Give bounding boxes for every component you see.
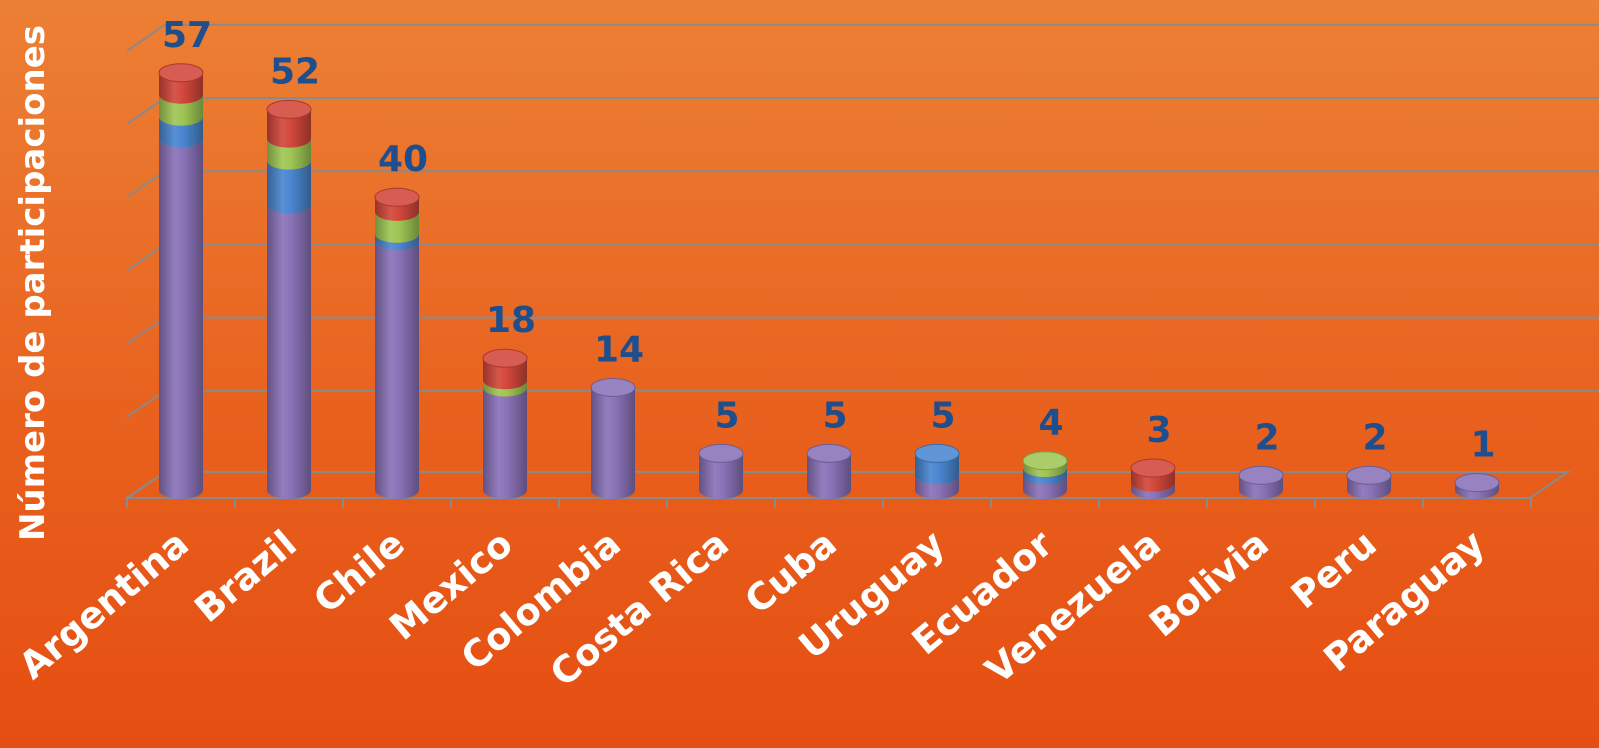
- bar-cap: [158, 63, 204, 83]
- bar-segment: [483, 387, 527, 499]
- bar-costa-rica: [698, 443, 744, 499]
- bar-cap: [590, 378, 636, 398]
- bar-cap: [1454, 473, 1500, 493]
- bar-argentina: [158, 63, 204, 499]
- data-label: 18: [486, 300, 536, 341]
- bar-peru: [1346, 465, 1392, 499]
- bar-segment: [1023, 475, 1067, 499]
- floor-edge: [126, 471, 166, 499]
- data-label: 14: [594, 330, 644, 371]
- bar-ecuador: [1022, 451, 1068, 499]
- data-label: 3: [1146, 410, 1171, 451]
- bar-bolivia: [1238, 465, 1284, 499]
- bar-brazil: [266, 99, 312, 499]
- bar-segment: [267, 204, 311, 499]
- bar-segment: [1239, 475, 1283, 499]
- gridlines: [126, 23, 1599, 418]
- bar-cap: [1238, 465, 1284, 485]
- bar-cap: [914, 443, 960, 463]
- data-label: 5: [822, 395, 847, 436]
- bar-segment: [267, 160, 311, 214]
- bar-cap: [698, 443, 744, 463]
- bar-uruguay: [914, 443, 960, 499]
- gridline-depth: [126, 23, 166, 52]
- bar-segment: [375, 211, 419, 243]
- bar-cap: [266, 99, 312, 119]
- y-axis-label: Número de participaciones: [13, 25, 53, 541]
- data-label: 5: [714, 395, 739, 436]
- bar-segment: [375, 241, 419, 499]
- gridline-depth: [126, 243, 166, 272]
- bar-segment: [267, 109, 311, 148]
- bar-segment: [159, 116, 203, 148]
- bar-segment: [699, 453, 743, 499]
- bar-mexico: [482, 348, 528, 499]
- bar-cap: [806, 443, 852, 463]
- bar-segment: [1131, 468, 1175, 492]
- bar-segment: [159, 138, 203, 499]
- gridline-depth: [126, 389, 166, 418]
- bars: [158, 63, 1500, 499]
- bar-segment: [159, 72, 203, 104]
- data-label: 2: [1254, 417, 1279, 458]
- gridline-depth: [126, 97, 166, 125]
- bar-cap: [1130, 458, 1176, 478]
- gridline-depth: [126, 170, 166, 199]
- category-label: Bolivia: [1141, 522, 1276, 645]
- bar-segment: [591, 387, 635, 499]
- bar-segment: [375, 197, 419, 221]
- gridline-depth: [126, 316, 166, 345]
- bar-segment: [375, 233, 419, 251]
- data-label: 1: [1470, 425, 1495, 466]
- category-label: Argentina: [11, 522, 197, 688]
- bar-paraguay: [1454, 473, 1500, 499]
- data-label: 4: [1038, 403, 1063, 444]
- bar-segment: [1131, 482, 1175, 499]
- bar-cuba: [806, 443, 852, 499]
- bar-segment: [483, 358, 527, 390]
- bar-segment: [159, 94, 203, 126]
- bar-chile: [374, 187, 420, 499]
- bar-segment: [1023, 460, 1067, 478]
- bar-cap: [374, 187, 420, 207]
- data-label: 2: [1362, 417, 1387, 458]
- bar-segment: [1347, 475, 1391, 499]
- data-labels: 57 52 40 18 14 5 5 5 4 3 2 2 1: [162, 15, 1496, 466]
- data-label: 57: [162, 15, 212, 56]
- bar-cap: [482, 348, 528, 368]
- bar-venezuela: [1130, 458, 1176, 499]
- bar-colombia: [590, 378, 636, 499]
- bar-cap: [1022, 451, 1068, 471]
- bar-segment: [1455, 482, 1500, 499]
- data-label: 52: [270, 51, 320, 92]
- bar-segment: [267, 138, 311, 170]
- bar-segment: [483, 380, 527, 397]
- data-label: 5: [930, 395, 955, 436]
- bar-segment: [807, 453, 851, 499]
- bar-segment: [915, 453, 959, 485]
- bar-cap: [1346, 465, 1392, 485]
- category-axis: [123, 471, 1572, 508]
- category-label: Brazil: [187, 522, 305, 631]
- data-label: 40: [378, 139, 428, 180]
- bar-segment: [915, 475, 959, 499]
- bar-segment: [1023, 468, 1067, 485]
